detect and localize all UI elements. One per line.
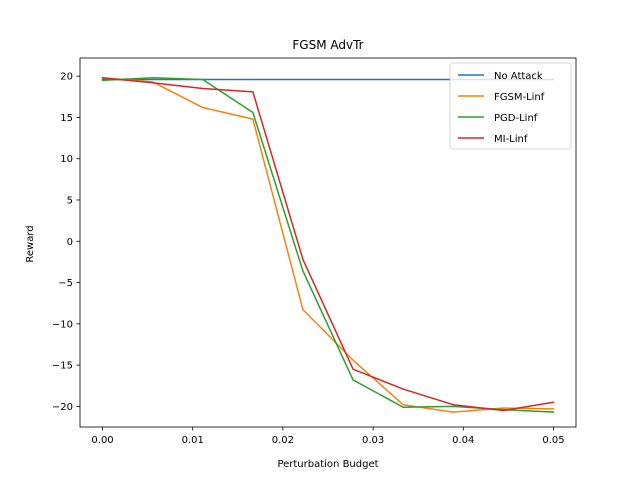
y-tick-label: 10 [60,154,73,165]
y-tick-label: 20 [60,72,73,83]
x-tick-label: 0.05 [542,435,564,446]
legend-label: No Attack [494,71,543,82]
legend-label: PGD-Linf [494,113,538,124]
legend-label: FGSM-Linf [494,92,545,103]
y-axis: −20 −15 −10 −5 0 5 10 15 20 [52,72,80,413]
legend: No Attack FGSM-Linf PGD-Linf MI-Linf [449,62,572,150]
legend-box [449,62,572,150]
x-tick-label: 0.04 [452,435,474,446]
y-tick-label: 15 [60,113,73,124]
series-line-fgsm-linf [101,77,555,413]
legend-label: MI-Linf [494,134,528,145]
x-axis-label: Perturbation Budget [277,459,378,470]
y-axis-label: Reward [25,225,36,262]
x-tick-label: 0.02 [272,435,294,446]
axes-frame [79,57,577,428]
x-tick-label: 0.03 [362,435,384,446]
y-tick-label: −15 [52,361,73,372]
y-tick-label: −20 [52,402,73,413]
y-tick-label: 5 [67,195,73,206]
series-line-mi-linf [101,76,555,412]
x-tick-label: 0.01 [182,435,204,446]
y-tick-label: −5 [58,278,73,289]
chart-title: FGSM AdvTr [292,38,363,52]
y-tick-label: −10 [52,319,73,330]
x-tick-label: 0.00 [91,435,113,446]
y-tick-label: 0 [67,237,73,248]
x-axis: 0.00 0.01 0.02 0.03 0.04 0.05 [91,427,565,446]
